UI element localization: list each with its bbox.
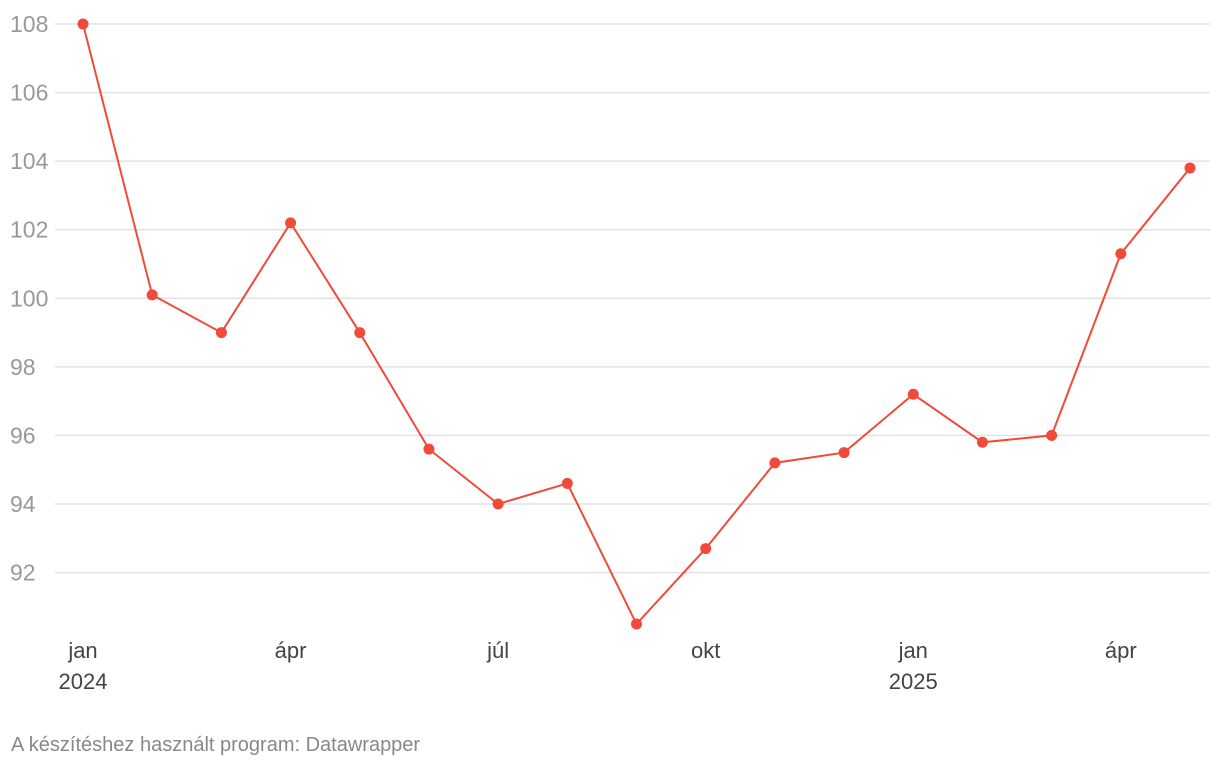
data-point: [215, 327, 227, 339]
chart-credit: A készítéshez használt program: Datawrap…: [11, 734, 421, 756]
x-tick-label: júl: [486, 638, 509, 663]
y-tick-label: 92: [10, 560, 36, 586]
x-tick-year-label: 2025: [889, 669, 938, 694]
line-chart: 108 106 104 102 100 98 96 94 92 jan 2024 ápr júl okt…: [10, 11, 1210, 694]
y-tick-label: 104: [10, 148, 49, 174]
y-axis-ticks: 108 106 104 102 100 98 96 94 92: [10, 11, 49, 586]
x-tick-label: ápr: [275, 638, 307, 663]
y-tick-label: 102: [10, 217, 48, 243]
data-point: [354, 327, 366, 339]
data-point: [1184, 162, 1196, 174]
y-tick-label: 108: [10, 11, 48, 37]
x-tick-label: okt: [691, 638, 720, 663]
x-axis-ticks: jan 2024 ápr júl okt jan 2025 ápr: [59, 638, 1137, 694]
data-point: [492, 498, 504, 510]
data-point: [561, 477, 573, 489]
data-point: [285, 217, 297, 229]
data-point: [976, 436, 988, 448]
x-tick-year-label: 2024: [59, 669, 108, 694]
data-point: [769, 457, 781, 469]
y-tick-label: 96: [10, 422, 36, 448]
series-lines: [82, 23, 1191, 626]
y-tick-label: 100: [10, 285, 48, 311]
series-points: [77, 18, 1196, 630]
data-point: [838, 447, 850, 459]
data-point: [631, 618, 642, 630]
data-point: [700, 543, 712, 555]
y-tick-label: 98: [10, 354, 36, 380]
series-line: [82, 23, 1191, 626]
x-tick-label: jan: [67, 638, 97, 663]
data-point: [1115, 248, 1127, 260]
data-point: [1046, 429, 1058, 441]
x-tick-label: jan: [898, 638, 928, 663]
data-point: [423, 443, 435, 455]
x-tick-label: ápr: [1105, 638, 1137, 663]
data-point: [907, 388, 919, 400]
y-tick-label: 106: [10, 80, 48, 106]
grid-lines: [55, 23, 1210, 574]
data-point: [146, 289, 158, 301]
data-point: [77, 18, 89, 30]
y-tick-label: 94: [10, 491, 36, 517]
